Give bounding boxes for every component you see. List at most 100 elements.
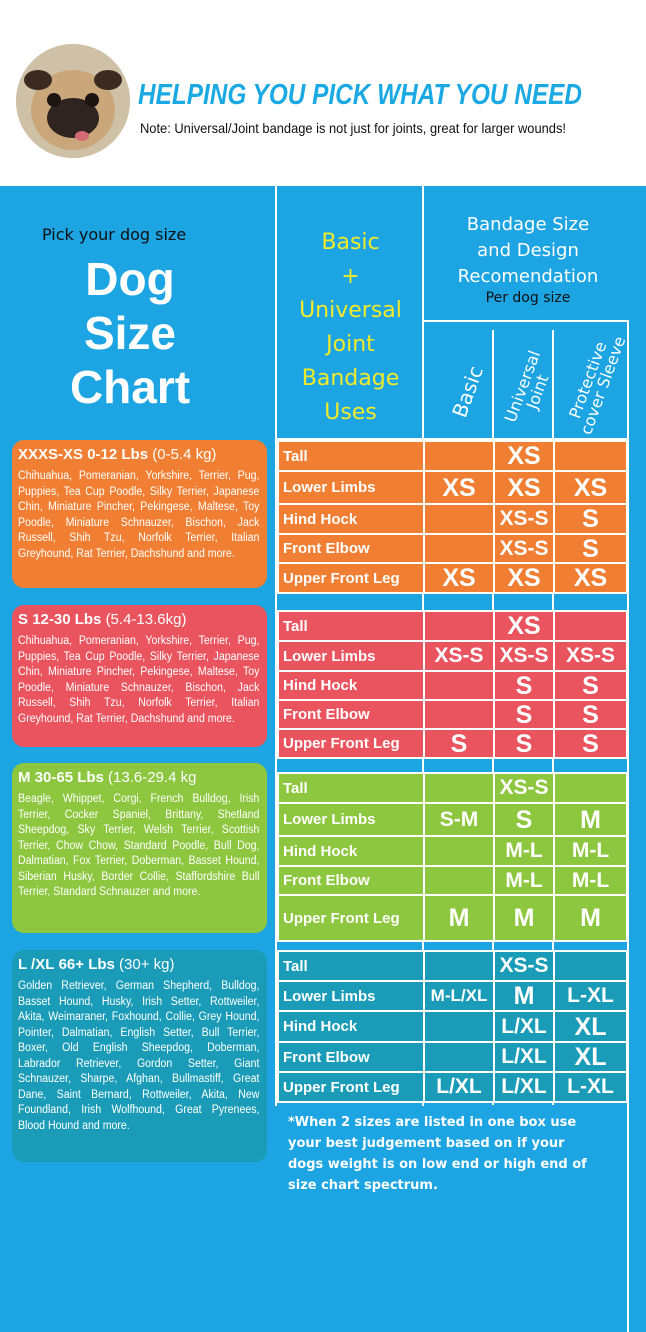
size-cell: XS <box>493 562 555 594</box>
size-cell <box>553 772 628 804</box>
size-cell: S <box>493 728 555 759</box>
size-cell: XS-S <box>493 950 555 982</box>
size-cell: XS <box>423 562 495 594</box>
size-cell: M <box>493 894 555 942</box>
size-table: Tall XS Lower Limbs XS-S XS-S XS-S Hind Hock S S… <box>277 610 628 759</box>
table-row: Tall XS-S <box>277 772 628 804</box>
breed-list: Chihuahua, Pomeranian, Yorkshire, Terrie… <box>18 470 260 560</box>
size-label: L /XL <box>18 956 55 973</box>
body-area: Hind Hock <box>277 1010 425 1043</box>
table-row: Lower Limbs XS-S XS-S XS-S <box>277 640 628 672</box>
body-area: Upper Front Leg <box>277 728 425 759</box>
breed-list: Beagle, Whippet, Corgi, French Bulldog, … <box>18 793 260 898</box>
size-label: M <box>18 769 31 786</box>
size-cell: L/XL <box>493 1041 555 1073</box>
table-row: Upper Front Leg XS XS XS <box>277 562 628 594</box>
body-area: Upper Front Leg <box>277 1071 425 1103</box>
body-area: Tall <box>277 950 425 982</box>
table-row: Front Elbow M-L M-L <box>277 865 628 896</box>
size-cell: S <box>493 670 555 701</box>
body-area: Front Elbow <box>277 865 425 896</box>
size-cell: XS <box>553 562 628 594</box>
title-line: Chart <box>69 361 191 413</box>
size-cell <box>423 1010 495 1043</box>
size-cell <box>423 610 495 642</box>
weight-lbs: 0-12 Lbs <box>87 446 149 463</box>
table-row: Upper Front Leg S S S <box>277 728 628 759</box>
pug-photo <box>16 44 130 158</box>
title-line: Dog <box>85 253 175 305</box>
column-protective-sleeve: Protective cover Sleeve <box>565 333 630 438</box>
size-group-box: XXXS-XS 0-12 Lbs (0-5.4 kg) Chihuahua, Po… <box>12 440 267 588</box>
body-area: Lower Limbs <box>277 470 425 505</box>
size-label: XXXS-XS <box>18 446 84 463</box>
weight-kg: (13.6-29.4 kg <box>108 769 197 786</box>
size-cell: M <box>423 894 495 942</box>
size-cell <box>553 440 628 472</box>
size-cell: S <box>493 699 555 730</box>
size-cell <box>423 503 495 535</box>
header: HELPING YOU PICK WHAT YOU NEED Note: Uni… <box>0 0 646 186</box>
size-heading: L /XL 66+ Lbs (30+ kg) <box>18 956 261 973</box>
weight-lbs: 30-65 Lbs <box>34 769 104 786</box>
body-area: Tall <box>277 772 425 804</box>
size-heading: M 30-65 Lbs (13.6-29.4 kg <box>18 769 261 786</box>
body-area: Front Elbow <box>277 533 425 564</box>
weight-lbs: 66+ Lbs <box>58 956 115 973</box>
table-row: Hind Hock S S <box>277 670 628 701</box>
size-cell: XS-S <box>493 640 555 672</box>
size-cell: M-L <box>493 835 555 867</box>
uses-line: Joint <box>326 332 375 357</box>
size-label: S <box>18 611 29 628</box>
rec-per: Per dog size <box>485 290 571 306</box>
size-cell: XS <box>423 470 495 505</box>
uses-heading: Basic + Universal Joint Bandage Uses <box>278 226 423 430</box>
size-heading: XXXS-XS 0-12 Lbs (0-5.4 kg) <box>18 446 261 463</box>
breed-list: Chihuahua, Pomeranian, Yorkshire, Terrie… <box>18 635 260 725</box>
uses-line: Bandage <box>301 366 400 391</box>
size-cell: XS <box>493 470 555 505</box>
rec-line: Bandage Size <box>466 214 590 235</box>
size-cell: S <box>553 503 628 535</box>
size-cell <box>423 670 495 701</box>
body-area: Lower Limbs <box>277 980 425 1012</box>
table-row: Tall XS <box>277 440 628 472</box>
size-cell: XS <box>493 440 555 472</box>
size-cell: XS-S <box>553 640 628 672</box>
table-row: Upper Front Leg L/XL L/XL L-XL <box>277 1071 628 1103</box>
header-note: Note: Universal/Joint bandage is not jus… <box>140 120 566 136</box>
recommendation-heading: Bandage Size and Design Recomendation Pe… <box>426 212 630 306</box>
size-table: Tall XS Lower Limbs XS XS XS Hind Hock XS-S S Fro… <box>277 440 628 594</box>
size-cell: S <box>493 802 555 837</box>
divider <box>627 322 629 1332</box>
size-cell: S <box>553 699 628 730</box>
page-title: HELPING YOU PICK WHAT YOU NEED <box>138 79 582 111</box>
divider <box>422 320 629 322</box>
footnote: *When 2 sizes are listed in one box use … <box>288 1115 587 1193</box>
size-cell: XS-S <box>493 772 555 804</box>
weight-lbs: 12-30 Lbs <box>32 611 102 628</box>
body-area: Tall <box>277 440 425 472</box>
body-area: Hind Hock <box>277 503 425 535</box>
size-cell <box>423 699 495 730</box>
body-area: Lower Limbs <box>277 640 425 672</box>
size-cell <box>423 533 495 564</box>
body-area: Front Elbow <box>277 1041 425 1073</box>
column-basic: Basic <box>447 362 488 421</box>
size-table: Tall XS-S Lower Limbs S-M S M Hind Hock M-L M-L F… <box>277 772 628 942</box>
size-cell <box>423 865 495 896</box>
table-row: Upper Front Leg M M M <box>277 894 628 942</box>
size-cell: S <box>553 728 628 759</box>
table-row: Tall XS <box>277 610 628 642</box>
uses-line: Uses <box>324 400 377 425</box>
table-row: Front Elbow L/XL XL <box>277 1041 628 1073</box>
size-cell: XS <box>493 610 555 642</box>
table-row: Front Elbow S S <box>277 699 628 730</box>
size-group-box: L /XL 66+ Lbs (30+ kg) Golden Retriever, … <box>12 950 267 1162</box>
body-area: Tall <box>277 610 425 642</box>
body-area: Lower Limbs <box>277 802 425 837</box>
size-cell: XS <box>553 470 628 505</box>
rec-line: Recomendation <box>457 266 599 287</box>
size-group-box: S 12-30 Lbs (5.4-13.6kg) Chihuahua, Pomer… <box>12 605 267 747</box>
size-group-box: M 30-65 Lbs (13.6-29.4 kg Beagle, Whippet… <box>12 763 267 933</box>
